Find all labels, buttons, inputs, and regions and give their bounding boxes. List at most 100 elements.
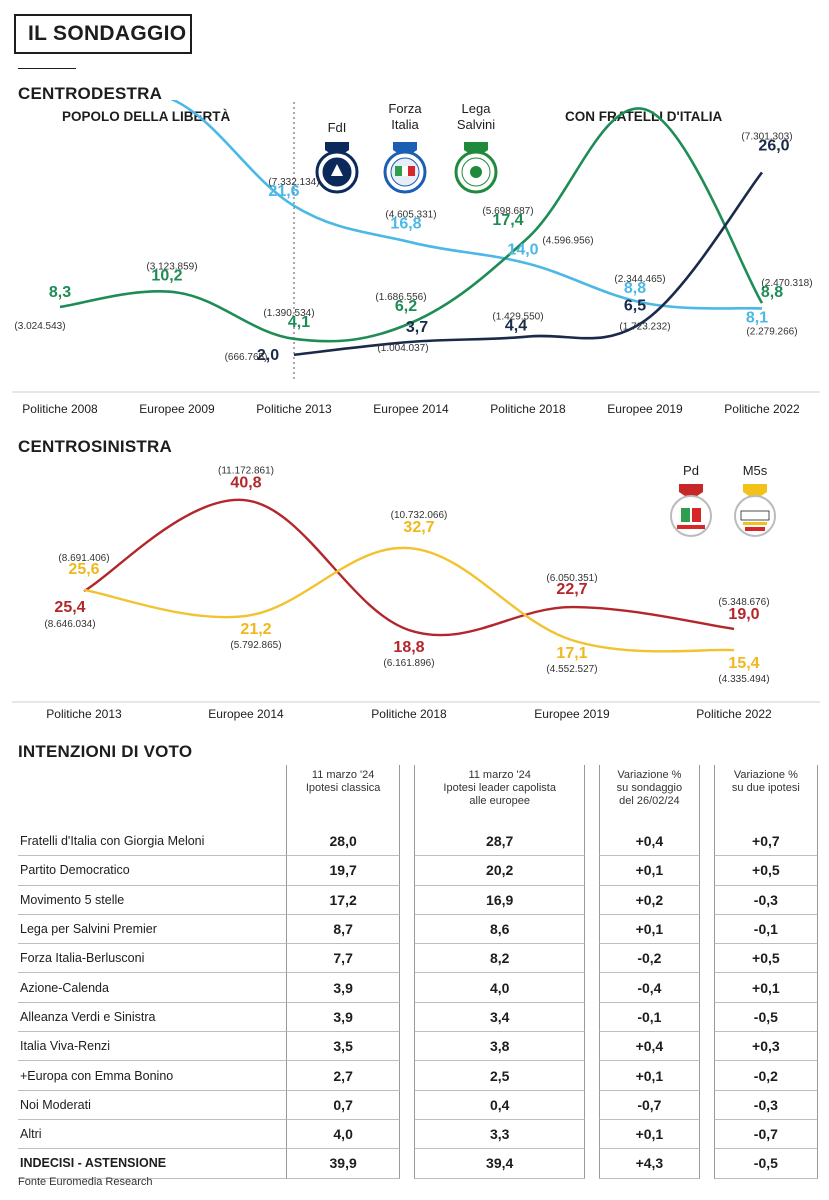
table-cell: +4,3: [599, 1149, 700, 1179]
party-name: INDECISI - ASTENSIONE: [18, 1149, 286, 1179]
source-note: Fonte Euromedia Research: [18, 1176, 153, 1188]
data-label: 18,8: [393, 639, 424, 656]
table-cell: 3,9: [286, 973, 401, 1003]
table-cell: 3,5: [286, 1032, 401, 1062]
header-line: alle europee: [469, 795, 530, 807]
party-name: Fratelli d'Italia con Giorgia Meloni: [18, 827, 286, 857]
data-label: 8,3: [49, 284, 71, 301]
series-line-2: [59, 107, 764, 343]
table-cell: +0,1: [713, 973, 818, 1003]
table-row: Lega per Salvini Premier 8,7 8,6 +0,1 -0,1: [18, 914, 818, 945]
column-header-1: 11 marzo '24 Ipotesi classica: [286, 765, 401, 827]
table-cell: 4,0: [414, 973, 586, 1003]
table-cell: 20,2: [414, 856, 586, 886]
votes-label: (8.691.406): [58, 553, 109, 564]
party-name: Partito Democratico: [18, 856, 286, 886]
votes-label: (1.723.232): [619, 322, 670, 333]
table-cell: 2,5: [414, 1061, 586, 1091]
table-row: Alleanza Verdi e Sinistra 3,9 3,4 -0,1 -0,5: [18, 1002, 818, 1033]
data-label: 26,0: [758, 137, 789, 154]
votes-label: (1.686.556): [375, 292, 426, 303]
table-cell: -0,2: [713, 1061, 818, 1091]
table-cell: 16,9: [414, 885, 586, 915]
data-label: 22,7: [556, 581, 587, 598]
x-tick-label: Politiche 2008: [22, 402, 98, 416]
table-cell: 3,4: [414, 1002, 586, 1033]
votes-label: (4.552.527): [546, 664, 597, 675]
table-cell: 3,8: [414, 1032, 586, 1062]
party-name: +Europa con Emma Bonino: [18, 1061, 286, 1091]
table-cell: -0,1: [599, 1002, 700, 1033]
table-cell: +0,5: [713, 856, 818, 886]
x-tick-label: Europee 2019: [534, 707, 610, 721]
x-tick-label: Europee 2009: [139, 402, 215, 416]
votes-label: (10.732.066): [391, 510, 448, 521]
x-tick-label: Europee 2014: [373, 402, 449, 416]
party-name: Movimento 5 stelle: [18, 886, 286, 915]
x-tick-label: Politiche 2018: [371, 707, 447, 721]
votes-label: (5.792.865): [230, 640, 281, 651]
data-label: 8,8: [761, 284, 783, 301]
table-row: Fratelli d'Italia con Giorgia Meloni 28,0…: [18, 827, 818, 857]
party-name: Lega per Salvini Premier: [18, 915, 286, 945]
column-header-4: Variazione % su due ipotesi: [713, 765, 818, 827]
votes-label: (5.698.687): [482, 206, 533, 217]
votes-label: (5.348.676): [718, 597, 769, 608]
table-cell: -0,4: [599, 973, 700, 1003]
votes-label: (6.161.896): [383, 658, 434, 669]
table-cell: +0,1: [599, 856, 700, 886]
pd-logo: Pd: [670, 463, 712, 537]
x-tick-label: Europee 2014: [208, 707, 284, 721]
table-cell: 3,3: [414, 1119, 586, 1150]
centrodestra-title: CENTRODESTRA: [18, 84, 163, 103]
data-label: 21,2: [240, 621, 271, 638]
centrosinistra-logos: Pd M5s: [670, 463, 776, 537]
votes-label: (4.335.494): [718, 674, 769, 685]
data-label: 21,6: [268, 183, 299, 200]
data-label: 3,7: [406, 319, 428, 336]
data-label: 40,8: [230, 474, 261, 491]
centrosinistra-title: CENTROSINISTRA: [18, 437, 172, 456]
svg-text:Pd: Pd: [683, 463, 699, 478]
table-cell: 28,7: [414, 827, 586, 857]
centrodestra-chart: POPOLO DELLA LIBERTÀ CON FRATELLI D'ITAL…: [12, 100, 820, 416]
votes-label: (1.004.037): [377, 343, 428, 354]
votes-label: (6.050.351): [546, 573, 597, 584]
x-tick-label: Politiche 2022: [724, 402, 800, 416]
table-cell: -0,5: [713, 1002, 818, 1033]
x-tick-label: Politiche 2018: [490, 402, 566, 416]
column-header-2: 11 marzo '24 Ipotesi leader capolista alle…: [414, 765, 586, 827]
votes-label: (7.301.303): [741, 131, 792, 142]
votes-label: (4.605.331): [385, 209, 436, 220]
series-line-pd: [83, 498, 735, 637]
table-row: Partito Democratico 19,7 20,2 +0,1 +0,5: [18, 856, 818, 886]
votes-label: (1.390.534): [263, 308, 314, 319]
table-cell: -0,3: [713, 1090, 818, 1120]
table-cell: +0,2: [599, 885, 700, 915]
table-cell: +0,7: [713, 827, 818, 857]
voting-intentions-table: 11 marzo '24 Ipotesi classica 11 marzo '2…: [18, 765, 818, 1179]
table-cell: +0,1: [599, 1119, 700, 1150]
svg-text:FdI: FdI: [328, 120, 347, 135]
header-line: Ipotesi leader capolista: [443, 782, 556, 794]
table-cell: 7,7: [286, 944, 401, 974]
table-cell: 0,4: [414, 1090, 586, 1120]
header-line: 11 marzo '24: [311, 769, 375, 781]
votes-label: (2.279.266): [746, 326, 797, 337]
table-cell: 4,0: [286, 1119, 401, 1150]
x-tick-label: Politiche 2013: [256, 402, 332, 416]
svg-text:Forza: Forza: [388, 101, 422, 116]
column-header-3: Variazione % su sondaggio del 26/02/24: [599, 765, 700, 827]
data-label: 10,2: [151, 267, 182, 284]
table-cell: 2,7: [286, 1061, 401, 1091]
table-cell: 8,6: [414, 914, 586, 945]
data-label: 15,4: [728, 655, 759, 672]
table-cell: 17,2: [286, 885, 401, 915]
table-cell: +0,3: [713, 1032, 818, 1062]
party-name: Altri: [18, 1120, 286, 1150]
table-cell: 39,4: [414, 1149, 586, 1179]
table-cell: -0,3: [713, 885, 818, 915]
